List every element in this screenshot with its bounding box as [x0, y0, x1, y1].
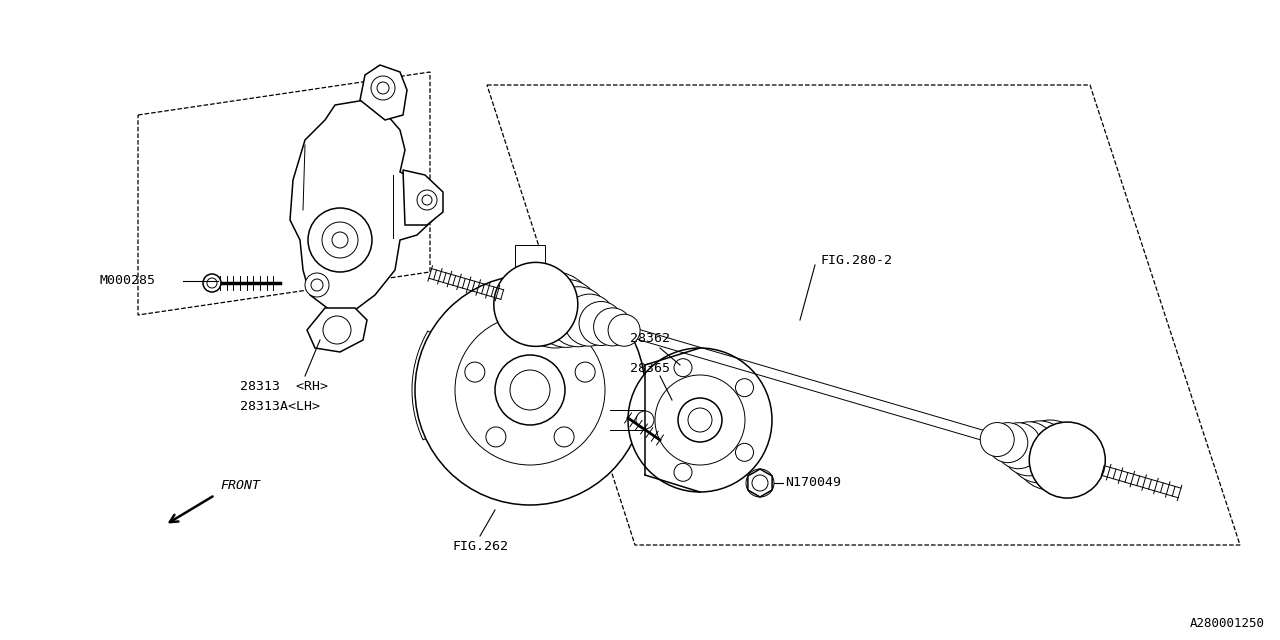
Text: 28313A<LH>: 28313A<LH> — [241, 400, 320, 413]
Circle shape — [554, 427, 575, 447]
Circle shape — [323, 316, 351, 344]
Text: FIG.280-2: FIG.280-2 — [820, 253, 892, 266]
Polygon shape — [360, 65, 407, 120]
Wedge shape — [412, 331, 462, 440]
Circle shape — [980, 422, 1014, 456]
Circle shape — [1002, 422, 1056, 476]
Circle shape — [517, 272, 593, 348]
Text: M000285: M000285 — [100, 275, 156, 287]
Text: 28313  <RH>: 28313 <RH> — [241, 380, 328, 393]
Text: FIG.262: FIG.262 — [452, 540, 508, 553]
Polygon shape — [515, 245, 545, 275]
Text: 28362: 28362 — [630, 332, 669, 345]
Circle shape — [579, 301, 623, 346]
Circle shape — [532, 280, 600, 348]
Text: 28365: 28365 — [630, 362, 669, 375]
Circle shape — [678, 398, 722, 442]
Circle shape — [736, 444, 754, 461]
Circle shape — [575, 362, 595, 382]
Circle shape — [417, 190, 436, 210]
Text: A280001250: A280001250 — [1190, 617, 1265, 630]
Polygon shape — [403, 170, 443, 225]
Text: N170049: N170049 — [785, 477, 841, 490]
Circle shape — [520, 322, 540, 342]
Circle shape — [548, 287, 608, 347]
Circle shape — [988, 422, 1028, 463]
Circle shape — [563, 294, 616, 346]
Circle shape — [305, 273, 329, 297]
Circle shape — [628, 348, 772, 492]
Circle shape — [736, 379, 754, 397]
Circle shape — [495, 355, 564, 425]
Circle shape — [1029, 422, 1105, 498]
Circle shape — [308, 208, 372, 272]
Circle shape — [594, 308, 631, 346]
Circle shape — [465, 362, 485, 382]
Circle shape — [636, 411, 654, 429]
Polygon shape — [307, 308, 367, 352]
Polygon shape — [748, 469, 772, 497]
Circle shape — [1015, 420, 1085, 490]
Circle shape — [608, 314, 640, 346]
Circle shape — [996, 423, 1042, 468]
Text: FRONT: FRONT — [220, 479, 260, 492]
Circle shape — [204, 274, 221, 292]
Circle shape — [1009, 421, 1070, 483]
Circle shape — [675, 358, 692, 377]
Circle shape — [486, 427, 506, 447]
Circle shape — [675, 463, 692, 481]
Circle shape — [415, 275, 645, 505]
Circle shape — [494, 262, 577, 346]
Polygon shape — [291, 100, 435, 310]
Circle shape — [371, 76, 396, 100]
